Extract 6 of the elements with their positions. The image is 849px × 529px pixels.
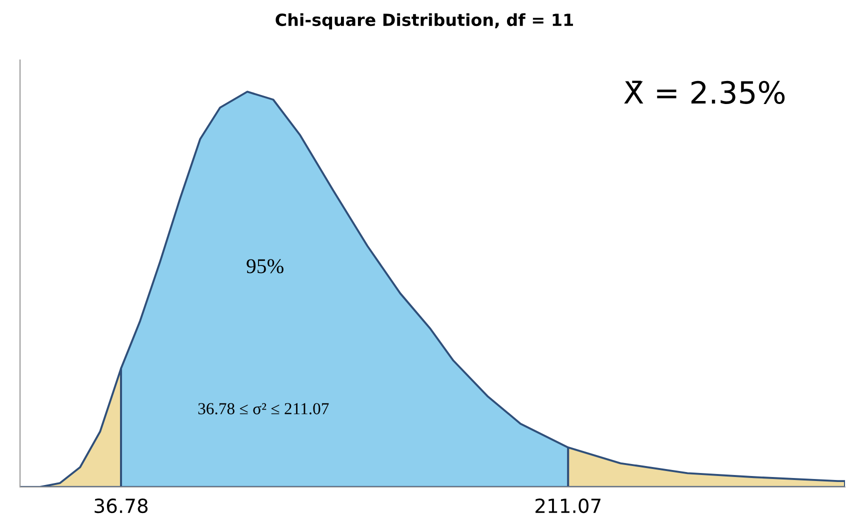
annotation: 95% <box>246 259 284 274</box>
chart-title: Chi-square Distribution, df = 11 <box>276 13 573 30</box>
annotation: 36.78 ≤ σ² ≤ 211.07 <box>198 403 329 414</box>
x-tick-label: 211.07 <box>536 498 600 514</box>
x-tick-label: 36.78 <box>94 498 148 514</box>
annotation: X̄ = 2.35% <box>624 80 785 104</box>
